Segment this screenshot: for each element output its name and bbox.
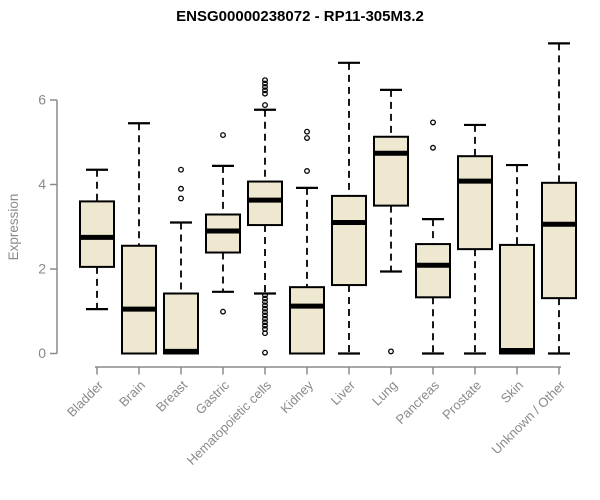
x-label-brain: Brain: [116, 378, 148, 410]
outlier-point: [304, 135, 310, 141]
x-label-kidney: Kidney: [277, 377, 316, 416]
outlier-point: [262, 319, 268, 326]
outlier-point: [304, 128, 310, 135]
chart-title: ENSG00000238072 - RP11-305M3.2: [176, 8, 424, 25]
outlier-point: [262, 299, 268, 305]
outlier-point: [178, 166, 184, 173]
x-label-unknown-other: Unknown / Other: [489, 377, 569, 457]
y-tick-label-2: 2: [38, 261, 46, 277]
box: [163, 292, 199, 355]
box: [79, 200, 115, 268]
outlier-point: [262, 302, 268, 309]
outlier-point: [430, 144, 436, 151]
x-label-prostate: Prostate: [439, 378, 484, 423]
outlier-point: [178, 185, 184, 192]
box: [541, 181, 577, 300]
y-tick-label-4: 4: [38, 176, 46, 192]
box: [331, 194, 367, 287]
box: [289, 286, 325, 355]
box: [415, 243, 451, 299]
outlier-point: [262, 102, 268, 109]
x-label-breast: Breast: [153, 377, 190, 414]
x-label-bladder: Bladder: [64, 377, 107, 420]
boxes-layer: [79, 42, 577, 356]
outlier-point: [262, 295, 268, 302]
x-label-liver: Liver: [328, 377, 359, 408]
outlier-point: [262, 80, 268, 87]
outlier-point: [262, 330, 268, 337]
y-tick-label-0: 0: [38, 345, 46, 361]
x-label-skin: Skin: [498, 378, 526, 406]
box: [457, 155, 493, 251]
outlier-point: [220, 132, 226, 139]
outlier-point: [262, 315, 268, 322]
outlier-point: [262, 77, 268, 84]
box: [499, 243, 535, 355]
outlier-point: [262, 305, 268, 312]
outlier-point: [220, 308, 226, 315]
y-axis-title: Expression: [6, 194, 21, 261]
box: [373, 135, 409, 207]
outlier-point: [304, 168, 310, 174]
x-label-pancreas: Pancreas: [393, 377, 443, 427]
y-tick-label-6: 6: [38, 92, 46, 108]
outlier-point: [262, 87, 268, 94]
outlier-point: [262, 83, 268, 90]
box: [121, 244, 157, 355]
outlier-point: [262, 309, 268, 316]
x-label-gastric: Gastric: [192, 377, 232, 417]
outlier-point: [262, 312, 268, 319]
outlier-point: [262, 90, 268, 97]
box: [205, 213, 241, 254]
outlier-point: [262, 322, 268, 329]
outlier-point: [262, 292, 268, 299]
outlier-point: [262, 349, 268, 356]
x-label-lung: Lung: [369, 378, 400, 409]
box: [247, 180, 283, 227]
outlier-point: [178, 195, 184, 202]
outlier-point: [388, 348, 394, 355]
outlier-point: [430, 119, 436, 126]
